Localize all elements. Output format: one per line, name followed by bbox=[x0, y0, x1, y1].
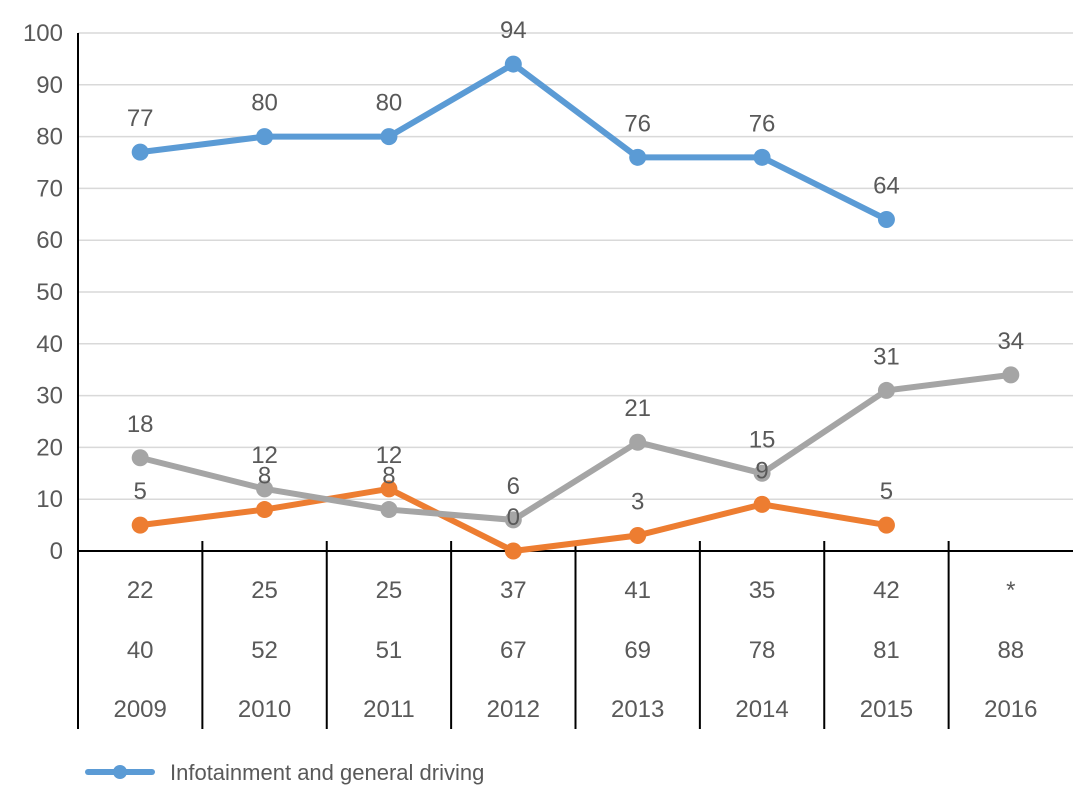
data-table: 22 25 25 37 41 35 42 * 40 52 51 67 69 78 81 88 2009 2010 2… bbox=[78, 541, 1073, 729]
x-category-label: 2009 bbox=[113, 696, 166, 723]
series-group bbox=[131, 55, 1020, 560]
legend-label: Infotainment and general driving bbox=[170, 760, 484, 785]
data-point bbox=[380, 128, 398, 146]
y-tick-label: 50 bbox=[36, 279, 63, 306]
y-tick-label: 10 bbox=[36, 486, 63, 513]
data-point bbox=[877, 516, 895, 534]
data-point bbox=[380, 480, 398, 498]
data-point bbox=[504, 511, 522, 529]
data-label: 94 bbox=[500, 17, 527, 44]
data-label: 76 bbox=[749, 110, 776, 137]
y-tick-label: 80 bbox=[36, 124, 63, 151]
table-cell: 67 bbox=[500, 637, 527, 664]
table-cell: 37 bbox=[500, 577, 527, 604]
table-cell: * bbox=[1006, 577, 1015, 604]
data-label: 12 bbox=[251, 442, 278, 469]
y-tick-label: 20 bbox=[36, 434, 63, 461]
data-label: 5 bbox=[880, 478, 893, 505]
data-point bbox=[1002, 366, 1020, 384]
data-point bbox=[629, 148, 647, 166]
table-cell: 22 bbox=[127, 577, 154, 604]
y-tick-label: 60 bbox=[36, 227, 63, 254]
table-cell: 52 bbox=[251, 637, 278, 664]
grid-lines bbox=[77, 32, 1073, 729]
legend: Infotainment and general driving bbox=[85, 760, 484, 785]
data-label: 77 bbox=[127, 105, 154, 132]
x-category-label: 2014 bbox=[735, 696, 788, 723]
data-point bbox=[629, 433, 647, 451]
data-label: 15 bbox=[749, 426, 776, 453]
data-label: 34 bbox=[997, 328, 1024, 355]
table-cell: 81 bbox=[873, 637, 900, 664]
data-point bbox=[877, 381, 895, 399]
data-label: 80 bbox=[376, 90, 403, 117]
y-tick-label: 90 bbox=[36, 72, 63, 99]
data-point bbox=[131, 516, 149, 534]
data-label: 80 bbox=[251, 90, 278, 117]
x-category-label: 2016 bbox=[984, 696, 1037, 723]
table-cell: 25 bbox=[376, 577, 403, 604]
y-axis-ticks: 0 10 20 30 40 50 60 70 80 90 100 bbox=[23, 20, 63, 565]
table-cell: 69 bbox=[624, 637, 651, 664]
x-category-label: 2010 bbox=[238, 696, 291, 723]
data-point bbox=[256, 501, 274, 519]
table-cell: 88 bbox=[997, 637, 1024, 664]
table-cell: 40 bbox=[127, 637, 154, 664]
data-point bbox=[131, 449, 149, 467]
data-label: 21 bbox=[624, 395, 651, 422]
data-label: 0 bbox=[507, 504, 520, 531]
data-label: 8 bbox=[382, 463, 395, 490]
data-point bbox=[504, 542, 522, 560]
table-cell: 35 bbox=[749, 577, 776, 604]
legend-marker bbox=[113, 765, 127, 779]
table-cell: 41 bbox=[624, 577, 651, 604]
data-point bbox=[753, 464, 771, 482]
data-point bbox=[256, 480, 274, 498]
data-point bbox=[877, 210, 895, 228]
data-label: 9 bbox=[755, 457, 768, 484]
data-label: 64 bbox=[873, 172, 900, 199]
data-point bbox=[131, 143, 149, 161]
table-cell: 25 bbox=[251, 577, 278, 604]
data-point bbox=[753, 495, 771, 513]
data-point bbox=[256, 128, 274, 146]
table-cell: 78 bbox=[749, 637, 776, 664]
y-tick-label: 70 bbox=[36, 175, 63, 202]
x-category-label: 2015 bbox=[860, 696, 913, 723]
data-point bbox=[629, 526, 647, 544]
x-category-label: 2012 bbox=[487, 696, 540, 723]
data-label: 5 bbox=[134, 478, 147, 505]
x-category-label: 2013 bbox=[611, 696, 664, 723]
y-tick-label: 40 bbox=[36, 331, 63, 358]
y-tick-label: 0 bbox=[50, 538, 63, 565]
series-line-0 bbox=[137, 61, 890, 223]
series-line-2 bbox=[137, 371, 1014, 523]
table-cell: 42 bbox=[873, 577, 900, 604]
data-point bbox=[504, 55, 522, 73]
data-label: 3 bbox=[631, 488, 644, 515]
y-tick-label: 100 bbox=[23, 20, 63, 47]
data-label: 6 bbox=[507, 473, 520, 500]
data-label: 76 bbox=[624, 110, 651, 137]
data-label: 31 bbox=[873, 343, 900, 370]
data-label: 12 bbox=[376, 442, 403, 469]
data-label: 8 bbox=[258, 463, 271, 490]
table-cell: 51 bbox=[376, 637, 403, 664]
data-point bbox=[380, 501, 398, 519]
y-tick-label: 30 bbox=[36, 383, 63, 410]
data-point bbox=[753, 148, 771, 166]
data-label: 18 bbox=[127, 411, 154, 438]
x-category-label: 2011 bbox=[363, 696, 415, 723]
